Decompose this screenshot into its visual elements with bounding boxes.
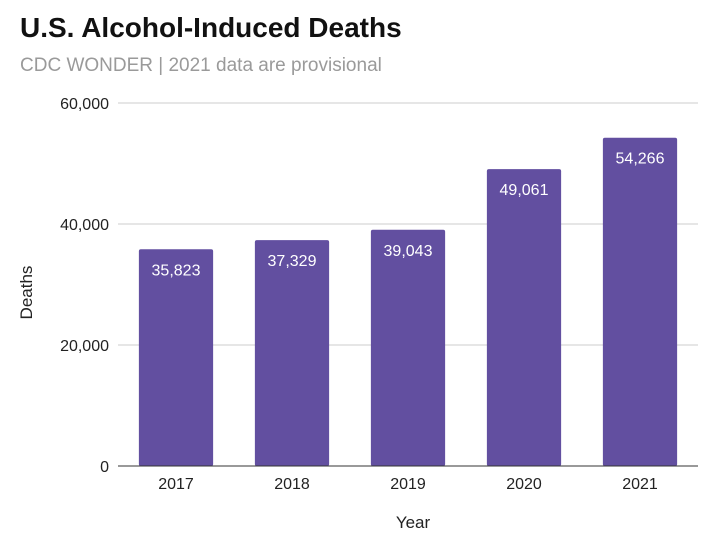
y-tick-label: 20,000 xyxy=(60,338,109,355)
bar-2021 xyxy=(602,137,678,466)
y-tick-label: 40,000 xyxy=(60,217,109,234)
x-axis-title: Year xyxy=(396,513,431,532)
data-label-2017: 35,823 xyxy=(152,262,201,279)
bar-2017 xyxy=(138,249,214,466)
data-label-2021: 54,266 xyxy=(616,151,665,168)
x-tick-label-2017: 2017 xyxy=(158,476,194,493)
x-tick-label-2020: 2020 xyxy=(506,476,542,493)
x-tick-label-2018: 2018 xyxy=(274,476,310,493)
data-labels: 35,823 37,329 39,043 49,061 54,266 xyxy=(152,151,665,280)
x-axis-ticks: 2017 2018 2019 2020 2021 xyxy=(158,476,658,493)
data-label-2018: 37,329 xyxy=(268,253,317,270)
y-tick-label: 0 xyxy=(100,459,109,476)
bar-2018 xyxy=(254,240,330,466)
x-tick-label-2019: 2019 xyxy=(390,476,426,493)
bar-2020 xyxy=(486,169,562,466)
chart-title: U.S. Alcohol-Induced Deaths xyxy=(20,12,402,43)
y-axis-title: Deaths xyxy=(17,266,36,320)
y-axis-ticks: 0 20,000 40,000 60,000 xyxy=(60,96,109,476)
data-label-2019: 39,043 xyxy=(384,243,433,260)
y-tick-label: 60,000 xyxy=(60,96,109,113)
bar-2019 xyxy=(370,229,446,466)
bars xyxy=(138,137,678,466)
chart-subtitle: CDC WONDER | 2021 data are provisional xyxy=(20,55,382,76)
data-label-2020: 49,061 xyxy=(500,182,549,199)
x-tick-label-2021: 2021 xyxy=(622,476,658,493)
